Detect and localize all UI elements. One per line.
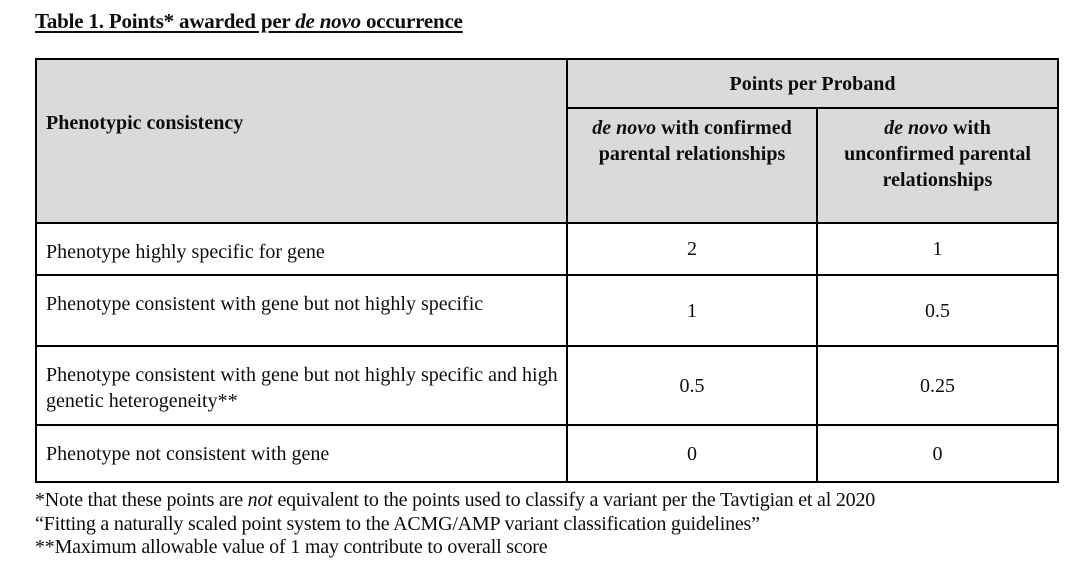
points-confirmed-cell: 2 (566, 222, 818, 276)
table-row: Phenotype highly specific for gene 2 1 (35, 222, 1059, 276)
row-label: Phenotype highly specific for gene (35, 222, 568, 276)
header-phenotypic-consistency: Phenotypic consistency (35, 58, 568, 224)
points-unconfirmed-cell: 0.25 (816, 345, 1059, 426)
points-confirmed-cell: 0 (566, 424, 818, 483)
points-confirmed-cell: 0.5 (566, 345, 818, 426)
header-denovo-unconfirmed: de novo with unconfirmed parental relati… (816, 107, 1059, 224)
table-header: Phenotypic consistency Points per Proban… (35, 58, 1059, 224)
footnotes: *Note that these points are not equivale… (35, 489, 1065, 560)
row-label: Phenotype not consistent with gene (35, 424, 568, 483)
footnote-tavtigian-citation: “Fitting a naturally scaled point system… (35, 512, 760, 535)
row-label: Phenotype consistent with gene but not h… (35, 345, 568, 426)
header-denovo-unconfirmed-italic: de novo (884, 117, 949, 139)
points-confirmed-cell: 1 (566, 274, 818, 347)
footnote-max-value: **Maximum allowable value of 1 may contr… (35, 536, 548, 558)
table-row: Phenotype not consistent with gene 0 0 (35, 424, 1059, 483)
header-denovo-confirmed: de novo with confirmed parental relation… (566, 107, 818, 224)
points-unconfirmed-cell: 0 (816, 424, 1059, 483)
header-row-top: Phenotypic consistency Points per Proban… (35, 58, 1059, 224)
table-row: Phenotype consistent with gene but not h… (35, 345, 1059, 426)
row-label: Phenotype consistent with gene but not h… (35, 274, 568, 347)
header-points-per-proband: Points per Proband (566, 58, 1059, 109)
footnote-1-post: equivalent to the points used to classif… (272, 489, 876, 511)
table-title: Table 1. Points* awarded per de novo occ… (0, 0, 1080, 34)
points-unconfirmed-cell: 1 (816, 222, 1059, 276)
footnote-1-pre: *Note that these points are (35, 489, 248, 511)
header-denovo-unconfirmed-rest: with unconfirmed parental relationships (844, 117, 1031, 191)
footnote-1-italic: not (247, 489, 273, 511)
points-table: Phenotypic consistency Points per Proban… (35, 58, 1059, 483)
table-title-post: occurrence (360, 9, 463, 33)
table-row: Phenotype consistent with gene but not h… (35, 274, 1059, 347)
table-title-pre: Table 1. Points* awarded per (35, 9, 296, 33)
header-row-sub: de novo with confirmed parental relation… (36, 107, 1059, 224)
table-title-italic: de novo (295, 9, 361, 33)
footnote-points-disclaimer: *Note that these points are not equivale… (35, 489, 1065, 513)
header-denovo-confirmed-italic: de novo (592, 117, 657, 139)
table-body: Phenotype highly specific for gene 2 1 P… (35, 222, 1059, 483)
header-denovo-confirmed-rest: with confirmed parental relationships (598, 117, 792, 165)
points-unconfirmed-cell: 0.5 (816, 274, 1059, 347)
